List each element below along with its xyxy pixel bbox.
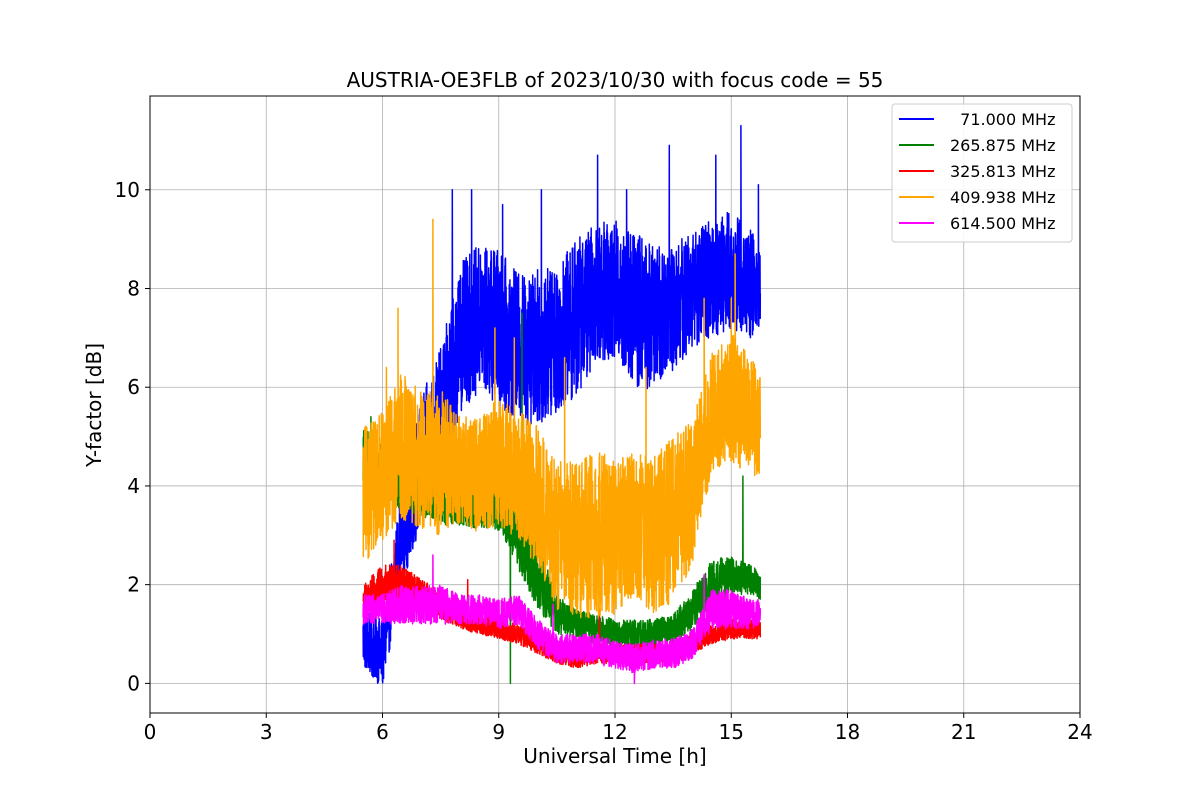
legend-label: 409.938 MHz xyxy=(950,188,1055,207)
chart-title: AUSTRIA-OE3FLB of 2023/10/30 with focus … xyxy=(347,68,884,92)
x-tick-label: 18 xyxy=(835,720,860,744)
y-tick-label: 0 xyxy=(127,671,140,695)
legend-frame xyxy=(891,103,1073,243)
y-axis-ticks: 0 2 4 6 8 10 xyxy=(115,178,150,695)
x-axis-ticks: 0 3 6 9 12 15 18 21 24 xyxy=(144,713,1093,744)
x-tick-label: 3 xyxy=(260,720,273,744)
x-tick-label: 12 xyxy=(602,720,627,744)
legend-label: 71.000 MHz xyxy=(950,110,1055,129)
x-tick-label: 0 xyxy=(144,720,157,744)
x-tick-label: 6 xyxy=(376,720,389,744)
x-tick-label: 15 xyxy=(719,720,744,744)
y-axis-label: Y-factor [dB] xyxy=(82,343,106,468)
x-tick-label: 21 xyxy=(951,720,976,744)
series-line xyxy=(362,554,762,685)
y-tick-label: 6 xyxy=(127,375,140,399)
series-line xyxy=(362,218,762,619)
y-tick-label: 2 xyxy=(127,573,140,597)
y-tick-label: 8 xyxy=(127,277,140,301)
y-tick-label: 10 xyxy=(115,178,140,202)
legend-label: 265.875 MHz xyxy=(950,136,1055,155)
x-tick-label: 24 xyxy=(1067,720,1092,744)
plot-series xyxy=(362,124,762,685)
legend-label: 325.813 MHz xyxy=(950,162,1055,181)
y-tick-label: 4 xyxy=(127,474,140,498)
legend-label: 614.500 MHz xyxy=(950,214,1055,233)
x-tick-label: 9 xyxy=(492,720,505,744)
x-axis-label: Universal Time [h] xyxy=(523,744,706,768)
legend: 71.000 MHz 265.875 MHz 325.813 MHz 409.938 … xyxy=(891,103,1073,243)
